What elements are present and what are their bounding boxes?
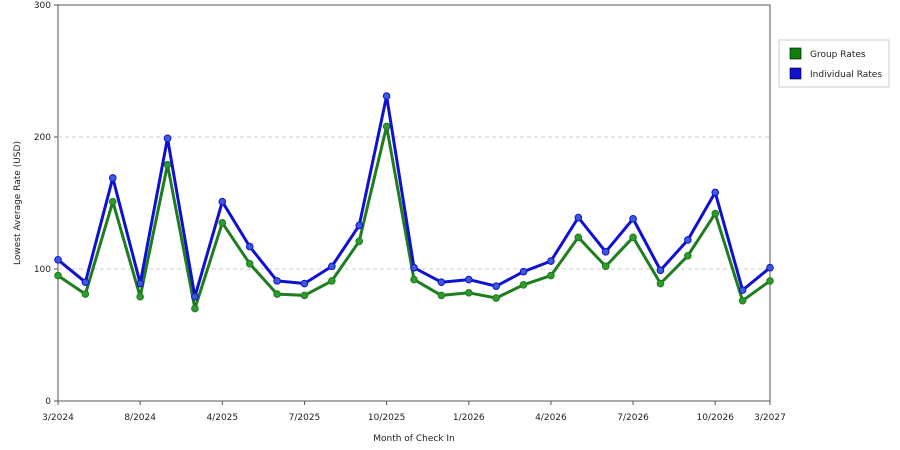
data-point-individual-rates: [437, 278, 446, 287]
data-point-group-rates: [766, 277, 774, 285]
legend: Group Rates Individual Rates: [778, 39, 890, 88]
data-point-individual-rates: [245, 242, 254, 251]
data-point-individual-rates: [163, 134, 172, 143]
data-point-individual-rates: [410, 263, 418, 272]
data-point-group-rates: [684, 252, 692, 260]
data-point-group-rates: [547, 271, 555, 280]
data-point-group-rates: [656, 279, 665, 288]
x-tick-label: 3/2027: [754, 413, 786, 423]
data-point-individual-rates: [54, 255, 62, 264]
data-point-group-rates: [273, 290, 281, 298]
axes: 0 100 200 300 3/2024 8/2024 4/2025 7/2025 10/202…: [34, 1, 786, 423]
y-tick-label: 200: [34, 133, 51, 143]
data-point-individual-rates: [684, 236, 692, 244]
x-tick-label: 4/2025: [206, 413, 238, 423]
x-tick-label: 10/2025: [368, 413, 405, 423]
data-point-individual-rates: [300, 279, 309, 288]
y-axis-title: Lowest Average Rate (USD): [13, 141, 23, 265]
data-point-individual-rates: [711, 188, 720, 197]
data-point-group-rates: [410, 275, 418, 284]
data-point-group-rates: [191, 304, 199, 313]
data-point-group-rates: [245, 259, 254, 268]
series-lines: [54, 92, 774, 313]
plot-area: [57, 4, 771, 402]
data-point-individual-rates: [629, 215, 637, 223]
x-tick-label: 7/2026: [617, 413, 649, 423]
data-point-individual-rates: [519, 267, 528, 276]
data-point-individual-rates: [81, 278, 90, 287]
data-point-group-rates: [163, 160, 172, 169]
data-point-group-rates: [437, 291, 446, 300]
data-point-individual-rates: [492, 282, 500, 290]
y-tick-label: 300: [34, 1, 51, 11]
data-point-group-rates: [108, 197, 117, 206]
data-point-group-rates: [355, 237, 364, 246]
data-point-group-rates: [601, 262, 610, 271]
legend-label-individual-rates: Individual Rates: [810, 70, 882, 80]
data-point-group-rates: [54, 271, 62, 280]
data-point-individual-rates: [108, 174, 117, 182]
data-point-individual-rates: [355, 221, 364, 230]
data-point-group-rates: [519, 281, 528, 289]
data-point-individual-rates: [218, 197, 227, 206]
data-point-individual-rates: [738, 286, 747, 294]
data-point-group-rates: [738, 296, 747, 305]
data-point-group-rates: [382, 122, 391, 131]
data-point-group-rates: [136, 292, 144, 301]
data-point-individual-rates: [273, 277, 281, 285]
x-tick-label: 4/2026: [535, 413, 567, 423]
data-point-group-rates: [218, 219, 227, 227]
legend-swatch-individual-rates: [789, 67, 802, 80]
data-point-individual-rates: [191, 292, 199, 301]
x-tick-label: 3/2024: [42, 413, 74, 423]
data-point-group-rates: [711, 209, 720, 218]
y-tick-label: 100: [34, 265, 51, 275]
x-tick-label: 10/2026: [697, 413, 735, 423]
data-point-group-rates: [492, 294, 500, 302]
data-point-individual-rates: [601, 248, 610, 256]
x-tick-label: 1/2026: [453, 413, 485, 423]
data-point-individual-rates: [464, 275, 473, 284]
legend-swatch-group-rates: [789, 47, 802, 60]
data-point-group-rates: [574, 233, 583, 242]
data-point-individual-rates: [766, 263, 774, 272]
data-point-individual-rates: [382, 92, 391, 100]
x-tick-label: 8/2024: [124, 413, 156, 423]
data-point-individual-rates: [656, 266, 665, 275]
data-point-individual-rates: [547, 257, 555, 265]
data-point-group-rates: [81, 290, 90, 298]
data-point-group-rates: [328, 277, 336, 285]
data-point-individual-rates: [574, 213, 583, 222]
data-point-group-rates: [629, 233, 637, 242]
data-point-group-rates: [300, 291, 309, 300]
x-axis-title: Month of Check In: [373, 434, 455, 444]
data-point-group-rates: [464, 288, 473, 297]
data-point-individual-rates: [136, 279, 144, 288]
x-tick-label: 7/2025: [289, 413, 321, 423]
y-tick-label: 0: [45, 397, 51, 407]
legend-label-group-rates: Group Rates: [810, 50, 866, 60]
data-point-individual-rates: [328, 262, 336, 271]
